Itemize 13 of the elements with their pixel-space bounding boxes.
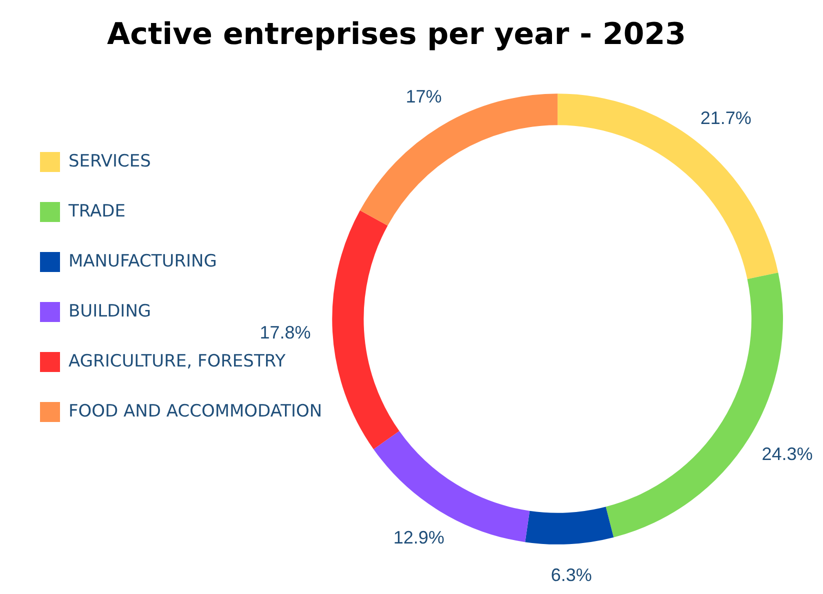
data-label: 17%: [406, 86, 442, 106]
legend-label: BUILDING: [68, 301, 152, 322]
data-label: 12.9%: [393, 527, 444, 548]
chart-title: Active entreprises per year - 2023: [106, 16, 686, 52]
data-label: 21.7%: [700, 108, 752, 128]
legend-label: AGRICULTURE, FORESTRY: [68, 351, 286, 372]
legend-label: FOOD AND ACCOMMODATION: [68, 401, 322, 422]
legend-label: SERVICES: [68, 151, 151, 172]
legend-label: MANUFACTURING: [68, 251, 217, 272]
data-label: 24.3%: [762, 444, 813, 464]
legend-label: TRADE: [68, 201, 126, 222]
data-label: 6.3%: [550, 565, 592, 586]
data-label: 17.8%: [260, 322, 311, 343]
